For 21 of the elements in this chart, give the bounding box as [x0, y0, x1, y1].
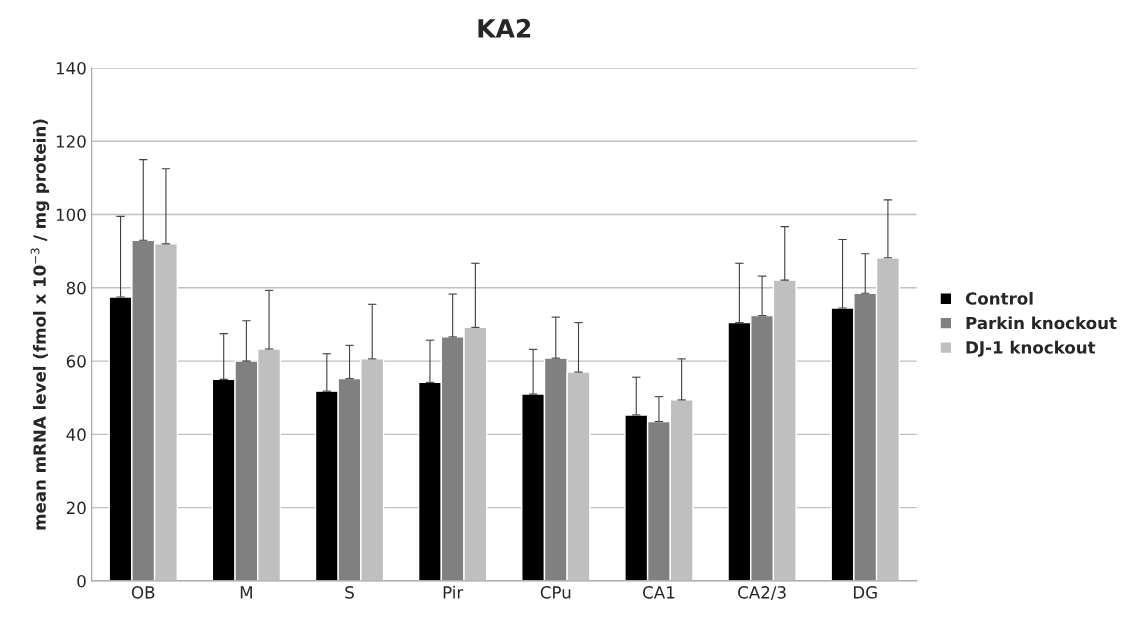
y-tick-label: 140: [56, 61, 86, 75]
x-tick-label: CA1: [643, 586, 675, 599]
legend-label: DJ-1 knockout: [966, 340, 1096, 357]
x-tick-label: DG: [853, 586, 877, 599]
y-tick-label: 40: [66, 428, 86, 441]
x-tick-label: S: [345, 586, 354, 599]
y-tick-label: 20: [66, 501, 86, 515]
y-axis-title: mean mRNA level (fmol x 10$^{−3}$ / mg protein): [30, 119, 50, 530]
x-tick-label: CA2/3: [738, 586, 786, 600]
legend-label: Control: [965, 291, 1033, 305]
y-tick-label: 80: [66, 281, 86, 295]
y-tick-label: 100: [56, 208, 86, 222]
x-tick-label: M: [240, 586, 252, 599]
x-tick-label: OB: [131, 586, 155, 599]
legend-label: Parkin knockout: [966, 316, 1117, 330]
y-tick-label: 60: [66, 355, 86, 368]
y-tick-label: 0: [77, 574, 86, 588]
chart-title: KA2: [478, 18, 531, 38]
y-tick-label: 120: [56, 135, 86, 148]
x-tick-label: Pir: [443, 585, 464, 599]
x-tick-label: CPu: [540, 586, 571, 599]
